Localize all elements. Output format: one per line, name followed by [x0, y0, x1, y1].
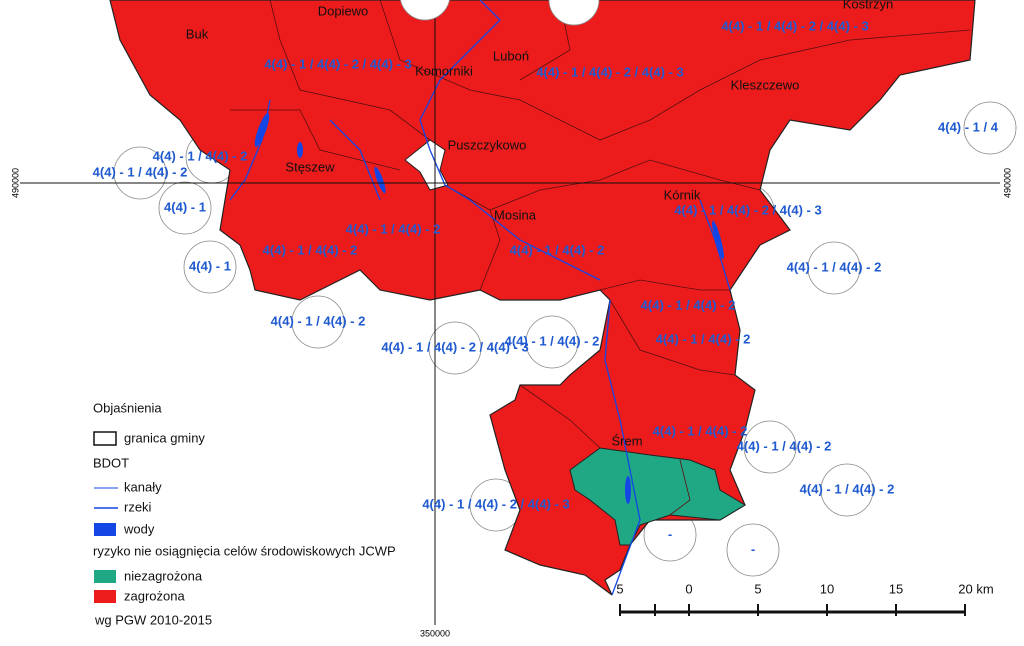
zone-circle	[743, 420, 797, 474]
zone-label: 4(4) - 1 / 4(4) - 2	[153, 148, 248, 163]
legend-group: BDOT	[93, 455, 129, 470]
zone-circle	[400, 0, 450, 21]
legend-label: wody	[123, 521, 155, 536]
place-label: Kleszczewo	[731, 77, 800, 92]
zone-circle	[428, 321, 482, 375]
place-label: Luboń	[493, 48, 529, 63]
legend-label: kanały	[124, 479, 162, 494]
legend-label: rzeki	[124, 499, 152, 514]
coordinate-label: 350000	[420, 628, 450, 638]
zone-circle	[525, 315, 579, 369]
legend-title: Objaśnienia	[93, 400, 162, 415]
place-label: Mosina	[494, 207, 537, 222]
zone-label: 4(4) - 1 / 4(4) - 2 / 4(4) - 3	[674, 202, 821, 217]
scale-label: 5	[616, 581, 623, 596]
municipality-borders	[230, 0, 971, 516]
zone-label: 4(4) - 1 / 4(4) - 2	[656, 331, 751, 346]
safe-area	[569, 447, 746, 546]
scale-label: 15	[889, 581, 903, 596]
zone-label: 4(4) - 1	[189, 258, 231, 273]
zone-labels: 4(4) - 1 / 4(4) - 2 / 4(4) - 34(4) - 1 /…	[93, 0, 999, 556]
zone-circle	[113, 146, 167, 200]
place-label: Kórnik	[664, 187, 701, 202]
water-bodies	[254, 113, 724, 504]
legend-label: zagrożona	[124, 588, 185, 603]
zone-label: 4(4) - 1 / 4(4) - 2 / 4(4) - 3	[381, 339, 528, 354]
zone-label: 4(4) - 1 / 4(4) - 2 / 4(4) - 3	[536, 64, 683, 79]
zone-label: -	[668, 526, 672, 541]
place-label: Dopiewo	[318, 3, 369, 18]
zone-label: 4(4) - 1 / 4(4) - 2	[737, 438, 832, 453]
scale-label: 10	[820, 581, 834, 596]
zone-circle	[726, 523, 780, 577]
place-labels: Dopiewo Kostrzyn Buk Luboń Komorniki Kleszcze…	[186, 0, 893, 448]
place-label: Puszczykowo	[448, 137, 527, 152]
zone-circle	[183, 240, 237, 294]
place-label: Kostrzyn	[843, 0, 894, 11]
zone-label: 4(4) - 1 / 4(4) - 2	[263, 242, 358, 257]
zone-label: 4(4) - 1 / 4(4) - 2	[510, 242, 605, 257]
legend-swatch	[94, 570, 116, 583]
legend-group: ryzyko nie osiągnięcia celów środowiskow…	[93, 543, 396, 558]
zone-label: 4(4) - 1 / 4(4) - 2	[271, 313, 366, 328]
zone-label: -	[751, 541, 755, 556]
zone-label: 4(4) - 1 / 4(4) - 2 / 4(4) - 3	[721, 18, 868, 33]
zone-label: 4(4) - 1 / 4(4) - 2	[93, 164, 188, 179]
source-note: wg PGW 2010-2015	[94, 612, 212, 627]
legend-swatch	[94, 590, 116, 603]
zone-label: 4(4) - 1 / 4(4) - 2 / 4(4) - 3	[264, 56, 411, 71]
zone-label: 4(4) - 1 / 4(4) - 2	[800, 481, 895, 496]
zone-label: 4(4) - 1 / 4(4) - 2	[787, 259, 882, 274]
scale-label: 20 km	[958, 581, 993, 596]
zone-circle	[291, 295, 345, 349]
scale-bar: 5 0 5 10 15 20 km	[616, 581, 994, 616]
coordinate-label: 490000	[1002, 168, 1012, 198]
zone-label: 4(4) - 1 / 4	[938, 119, 999, 134]
place-label: Stęszew	[285, 159, 335, 174]
place-label: Śrem	[611, 433, 642, 448]
place-label: Buk	[186, 26, 209, 41]
zone-circle	[820, 463, 874, 517]
legend-swatch	[93, 431, 117, 446]
zone-circle	[807, 241, 861, 295]
legend-label: niezagrożona	[124, 568, 203, 583]
zone-label: 4(4) - 1	[164, 199, 206, 214]
place-label: Komorniki	[415, 63, 473, 78]
zone-label: 4(4) - 1 / 4(4) - 2	[346, 221, 441, 236]
zone-label: 4(4) - 1 / 4(4) - 2	[641, 297, 736, 312]
legend-label: granica gminy	[124, 430, 205, 445]
zone-circle	[548, 0, 600, 26]
scale-label: 0	[685, 581, 692, 596]
puszczykowo-area	[404, 139, 449, 191]
zone-circle	[158, 181, 212, 235]
zone-label: 4(4) - 1 / 4(4) - 2	[653, 423, 748, 438]
legend-swatch	[94, 523, 116, 536]
coordinate-label: 490000	[10, 168, 20, 198]
zone-circle	[963, 101, 1017, 155]
risk-area	[109, 0, 976, 596]
zone-label: 4(4) - 1 / 4(4) - 2 / 4(4) - 3	[422, 496, 569, 511]
zone-label: 4(4) - 1 / 4(4) - 2	[505, 333, 600, 348]
scale-label: 5	[754, 581, 761, 596]
legend: Objaśnienia granica gminy BDOT kanały rz…	[93, 400, 396, 627]
